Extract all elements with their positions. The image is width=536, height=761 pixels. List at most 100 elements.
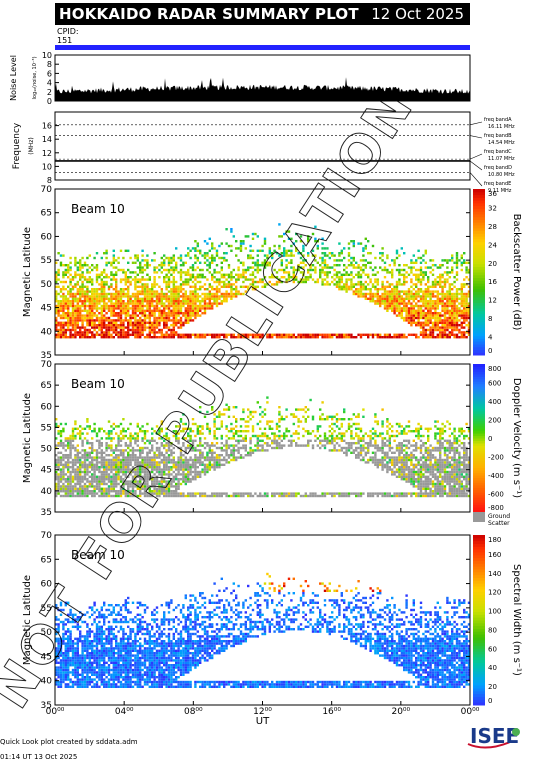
velocity-cell xyxy=(74,446,77,450)
power-cell xyxy=(227,295,231,298)
power-cell xyxy=(410,321,413,324)
power-cell xyxy=(83,326,87,329)
velocity-cell xyxy=(196,458,199,462)
power-cell xyxy=(57,302,60,305)
velocity-cell xyxy=(107,420,111,423)
velocity-cell xyxy=(124,466,127,469)
power-cell xyxy=(211,285,214,288)
power-cell xyxy=(455,252,459,255)
power-cell xyxy=(347,264,351,267)
power-cell xyxy=(328,333,331,336)
velocity-cell xyxy=(297,425,300,428)
power-cell xyxy=(191,264,195,267)
power-cell xyxy=(292,336,295,339)
power-cell xyxy=(115,292,118,296)
velocity-cell xyxy=(247,415,250,418)
power-cell xyxy=(179,300,183,303)
power-cell xyxy=(91,295,94,298)
power-cell xyxy=(239,261,243,264)
velocity-cell xyxy=(67,470,70,474)
power-cell xyxy=(148,333,151,336)
velocity-cell xyxy=(88,492,91,495)
power-cell xyxy=(107,324,111,327)
power-cell xyxy=(405,276,408,279)
velocity-cell xyxy=(148,456,151,459)
power-cell xyxy=(290,252,293,255)
velocity-cell xyxy=(165,482,168,486)
power-cell xyxy=(225,295,228,298)
power-cell xyxy=(165,276,168,279)
power-cell xyxy=(323,247,327,250)
power-cell xyxy=(321,336,324,339)
velocity-cell xyxy=(235,492,238,495)
power-cell xyxy=(467,312,471,315)
power-cell xyxy=(448,297,451,300)
velocity-cell xyxy=(98,456,101,459)
power-cell xyxy=(107,300,111,303)
power-cell xyxy=(95,290,99,293)
power-cell xyxy=(254,264,257,267)
velocity-cell xyxy=(64,461,67,464)
power-cell xyxy=(122,278,125,281)
power-cell xyxy=(453,292,456,296)
velocity-cell xyxy=(153,439,156,442)
velocity-cell xyxy=(211,492,214,495)
power-cell xyxy=(465,292,468,296)
power-cell xyxy=(244,278,247,281)
velocity-cell xyxy=(139,490,142,493)
velocity-cell xyxy=(266,492,269,495)
velocity-cell xyxy=(105,478,108,481)
power-cell xyxy=(379,266,382,269)
power-cell xyxy=(434,285,437,288)
velocity-cell xyxy=(199,444,202,447)
power-cell xyxy=(429,259,432,262)
velocity-cell xyxy=(172,456,175,459)
power-cell xyxy=(189,266,192,269)
power-cell xyxy=(117,336,120,339)
power-cell xyxy=(155,336,159,339)
velocity-cell xyxy=(285,430,288,433)
power-cell xyxy=(184,307,187,310)
velocity-cell xyxy=(177,468,180,471)
power-cell xyxy=(95,324,99,327)
power-cell xyxy=(74,276,77,279)
power-cell xyxy=(448,324,451,327)
velocity-cell xyxy=(64,492,67,495)
power-cell xyxy=(136,254,139,257)
velocity-cell xyxy=(155,463,159,466)
power-cell xyxy=(191,290,195,293)
velocity-cell xyxy=(189,437,192,440)
velocity-cell xyxy=(119,475,123,478)
velocity-cell xyxy=(189,458,192,462)
power-cell xyxy=(211,261,214,264)
power-cell xyxy=(419,307,423,310)
velocity-cell xyxy=(88,490,91,493)
velocity-cell xyxy=(112,475,115,478)
velocity-cell xyxy=(213,430,216,433)
power-cell xyxy=(343,273,346,276)
velocity-cell xyxy=(129,470,132,474)
velocity-cell xyxy=(187,439,190,442)
power-cell xyxy=(443,271,447,274)
power-cell xyxy=(292,278,295,281)
power-cell xyxy=(376,271,379,274)
power-cell xyxy=(194,336,197,339)
velocity-cell xyxy=(105,458,108,462)
velocity-cell xyxy=(110,430,113,433)
power-cell xyxy=(410,314,413,317)
power-cell xyxy=(134,312,137,315)
power-colorbar-cell xyxy=(473,227,485,231)
power-cell xyxy=(93,307,96,310)
power-cell xyxy=(424,295,427,298)
power-cell xyxy=(208,333,211,336)
power-cell xyxy=(127,321,130,324)
velocity-cell xyxy=(71,480,75,483)
power-cell xyxy=(134,295,137,298)
velocity-cell xyxy=(122,461,125,464)
power-cell xyxy=(225,242,228,245)
velocity-cell xyxy=(251,425,255,428)
power-cell xyxy=(196,300,199,303)
power-cell xyxy=(182,314,185,317)
velocity-cell xyxy=(203,456,207,459)
power-cell xyxy=(141,283,144,286)
